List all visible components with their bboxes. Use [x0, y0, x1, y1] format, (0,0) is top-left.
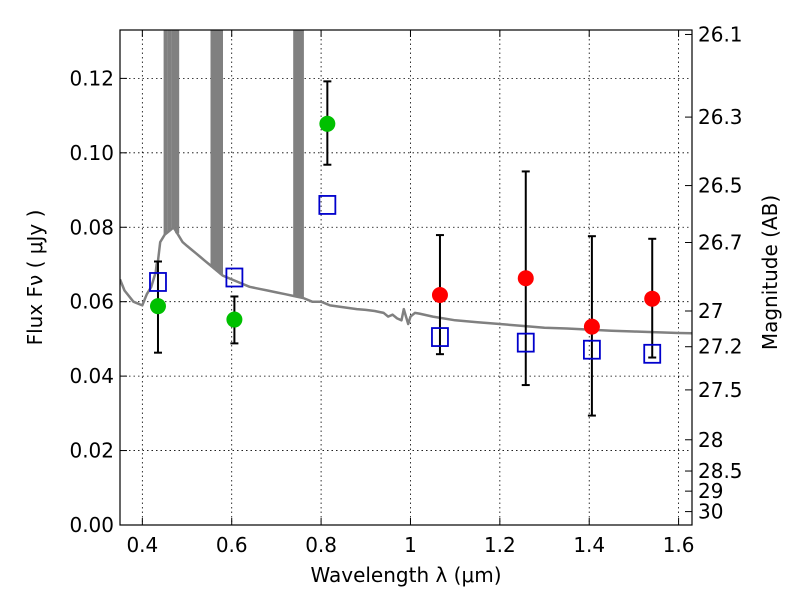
- x-axis-label: Wavelength λ (μm): [310, 563, 501, 587]
- y2-tick-label: 27: [698, 299, 723, 323]
- y2-axis-label: Magnitude (AB): [758, 195, 782, 350]
- emission-line: [175, 30, 180, 234]
- y-tick-label: 0.10: [69, 141, 114, 165]
- y-tick-label: 0.04: [69, 364, 114, 388]
- y-axis-ticks: 0.00 0.02 0.04 0.06 0.08 0.10 0.12: [69, 66, 127, 537]
- model-square-point: [149, 272, 167, 292]
- plot-frame: [119, 29, 693, 526]
- photometry-point: [149, 298, 166, 315]
- y-tick-label: 0.08: [69, 215, 114, 239]
- photometry-point: [431, 286, 448, 303]
- y2-tick-label: 30: [698, 500, 723, 524]
- y-axis-label: Flux Fν ( μJy ): [23, 210, 47, 346]
- spectrum-line: [120, 226, 692, 335]
- x-tick-label: 0.6: [216, 533, 248, 557]
- y2-tick-label: 28.5: [698, 459, 743, 483]
- emission-line: [293, 30, 298, 297]
- emission-line: [213, 30, 218, 270]
- y-tick-label: 0.00: [69, 513, 114, 537]
- photometry-point: [319, 115, 336, 132]
- photometry-point: [644, 290, 661, 307]
- data-points: [149, 115, 662, 364]
- y-tick-label: 0.12: [69, 66, 114, 90]
- model-square-point: [583, 339, 601, 360]
- x-tick-label: 1.6: [663, 533, 695, 557]
- y2-tick-label: 26.5: [698, 174, 743, 198]
- emission-line: [167, 30, 172, 231]
- photometry-point: [517, 270, 534, 287]
- model-square-point: [318, 195, 337, 215]
- model-square-point: [431, 327, 449, 347]
- model-square-point: [643, 343, 662, 364]
- emission-line: [163, 30, 168, 234]
- y2-tick-label: 27.5: [698, 378, 743, 402]
- x-tick-label: 1.4: [573, 533, 605, 557]
- x-axis-ticks: 0.4 0.6 0.8 1 1.2 1.4 1.6: [126, 30, 695, 557]
- photometry-point: [226, 311, 243, 328]
- emission-line: [299, 30, 304, 298]
- y2-tick-label: 26.3: [698, 105, 743, 129]
- y2-tick-label: 27.2: [698, 335, 743, 359]
- model-spectrum: [120, 30, 692, 335]
- x-tick-label: 0.8: [305, 533, 337, 557]
- x-tick-label: 0.4: [126, 533, 158, 557]
- y2-tick-label: 26.7: [698, 231, 743, 255]
- emission-line: [215, 30, 220, 272]
- y2-tick-label: 28: [698, 428, 723, 452]
- photometry-point: [583, 318, 600, 335]
- model-square-point: [225, 267, 244, 288]
- error-bars: [153, 80, 657, 417]
- y2-tick-label: 29: [698, 479, 723, 503]
- y2-tick-label: 26.1: [698, 22, 743, 46]
- emission-line: [296, 30, 301, 297]
- model-square-point: [516, 332, 535, 353]
- x-tick-label: 1.2: [484, 533, 516, 557]
- x-tick-label: 1: [404, 533, 417, 557]
- y-tick-label: 0.06: [69, 290, 114, 314]
- grid-lines: [120, 30, 692, 526]
- emission-line: [219, 30, 223, 275]
- emission-line: [210, 30, 215, 268]
- y-tick-label: 0.02: [69, 439, 114, 463]
- emission-line: [171, 30, 176, 228]
